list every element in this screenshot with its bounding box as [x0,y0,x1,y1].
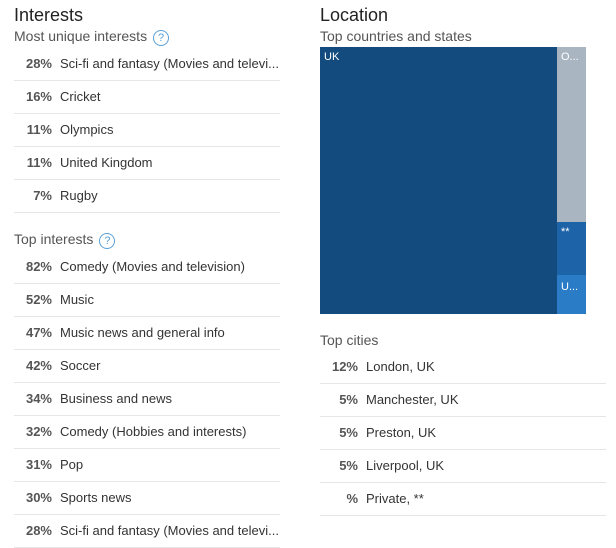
percent: 31% [25,457,52,472]
row-label: Comedy (Hobbies and interests) [60,424,247,439]
list-row: 47% Music news and general info [14,316,280,350]
row-label: Manchester, UK [366,392,459,407]
subsection-title: Top countries and states [320,28,472,44]
row-label: Rugby [60,188,98,203]
percent: 34% [25,391,52,406]
list-row: 7% Rugby [14,179,280,213]
percent: 52% [25,292,52,307]
percent: % [346,491,358,506]
row-label: Olympics [60,122,114,137]
row-label: Soccer [60,358,101,373]
percent: 28% [25,56,52,71]
treemap-block[interactable]: O... [557,47,586,222]
row-label: Business and news [60,391,173,406]
list-row: 32% Comedy (Hobbies and interests) [14,415,280,449]
row-label: Private, ** [366,491,424,506]
row-label: Music news and general info [60,325,225,340]
row-label: Music [60,292,94,307]
list-row: 5% Manchester, UK [320,383,606,417]
row-label: Sci-fi and fantasy (Movies and televi... [60,523,279,538]
percent: 7% [33,188,52,203]
subsection-title: Top cities [320,332,379,348]
list-row: 11% Olympics [14,113,280,147]
help-icon[interactable]: ? [153,30,170,46]
row-label: Liverpool, UK [366,458,445,473]
list-row: 5% Preston, UK [320,416,606,450]
percent: 5% [339,425,358,440]
list-row: 30% Sports news [14,481,280,515]
treemap-block[interactable]: U... [557,275,586,314]
list-row: 12% London, UK [320,350,606,384]
percent: 5% [339,458,358,473]
list-row: % Private, ** [320,482,606,516]
list-row: 82% Comedy (Movies and television) [14,250,280,284]
row-label: Preston, UK [366,425,437,440]
percent: 42% [25,358,52,373]
list-row: 31% Pop [14,448,280,482]
list-row: 16% Cricket [14,80,280,114]
list-row: 28% Sci-fi and fantasy (Movies and televi… [14,514,280,548]
percent: 11% [26,122,52,137]
row-label: London, UK [366,359,435,374]
treemap-block[interactable]: UK [320,47,557,314]
percent: 5% [339,392,358,407]
percent: 11% [26,155,52,170]
section-title: Interests [14,5,84,25]
subsection-text: Top interests [14,231,94,247]
percent: 32% [25,424,52,439]
subsection-text: Most unique interests [14,28,148,44]
list-row: 11% United Kingdom [14,146,280,180]
row-label: Comedy (Movies and television) [60,259,245,274]
row-label: United Kingdom [60,155,153,170]
percent: 12% [331,359,358,374]
percent: 28% [25,523,52,538]
treemap-block[interactable]: ** [557,222,586,275]
list-row: 34% Business and news [14,382,280,416]
row-label: Pop [60,457,84,472]
list-row: 52% Music [14,283,280,317]
percent: 30% [25,490,52,505]
row-label: Sports news [60,490,132,505]
percent: 82% [25,259,52,274]
subsection-title: Most unique interests? [14,27,170,46]
percent: 16% [25,89,52,104]
list-row: 28% Sci-fi and fantasy (Movies and televi… [14,47,280,81]
help-icon[interactable]: ? [99,233,116,249]
row-label: Sci-fi and fantasy (Movies and televi... [60,56,279,71]
row-label: Cricket [60,89,101,104]
subsection-title: Top interests? [14,230,116,249]
section-title: Location [320,5,389,25]
percent: 47% [25,325,52,340]
list-row: 42% Soccer [14,349,280,383]
list-row: 5% Liverpool, UK [320,449,606,483]
